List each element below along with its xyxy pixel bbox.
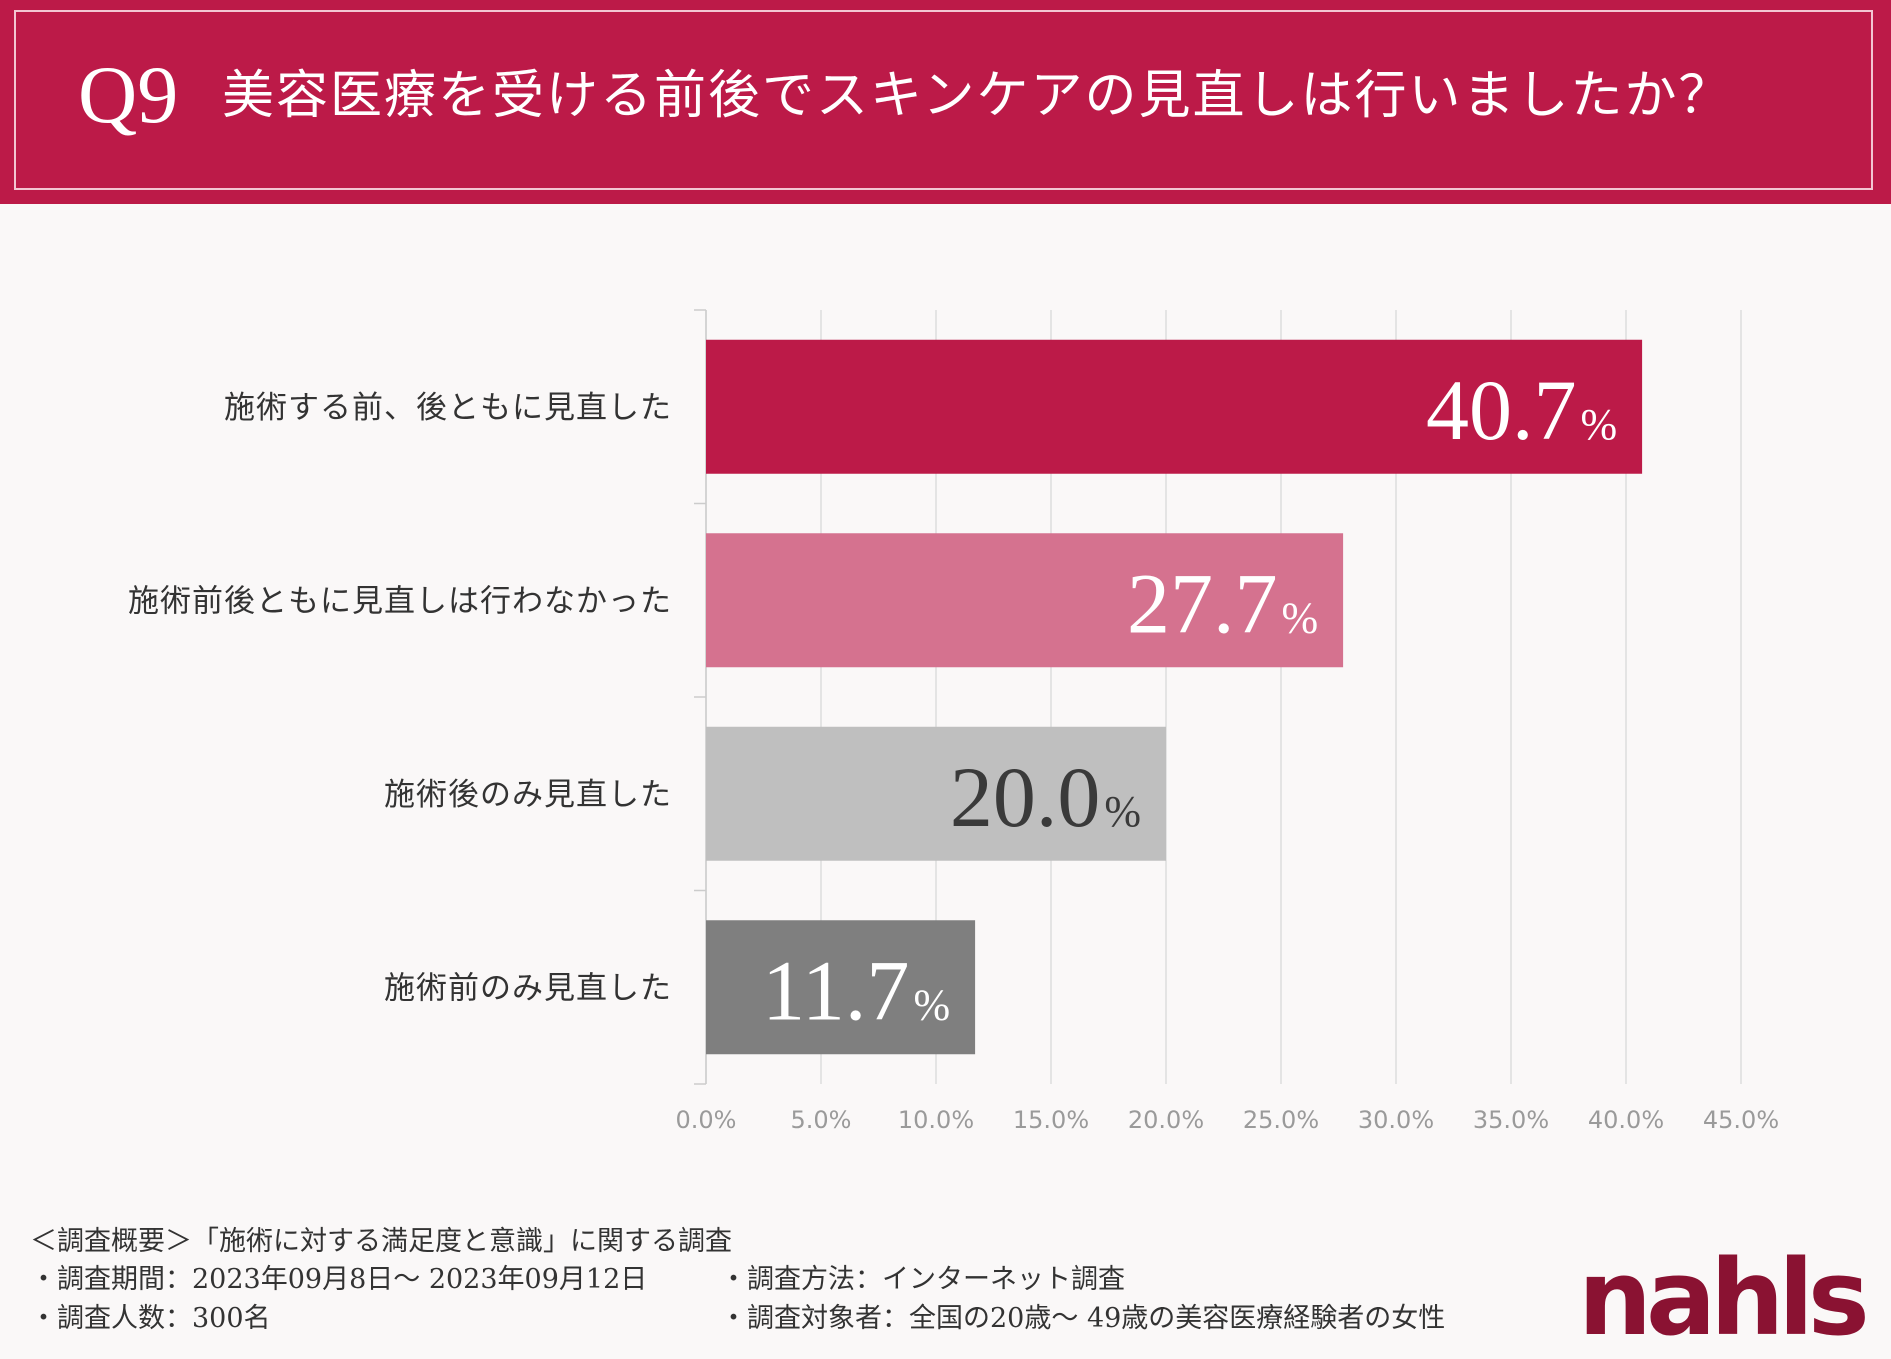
bar-chart: 0.0% 5.0% 10.0% 15.0% 20.0% 25.0% 30.0% 35.0% 40… [128, 309, 1779, 1134]
category-label: 施術前後ともに見直しは行わなかった [128, 583, 672, 619]
x-tick-label: 5.0% [791, 1106, 852, 1134]
x-tick-label: 40.0% [1588, 1106, 1664, 1134]
nahls-logo: nahls [1578, 1237, 1870, 1359]
value-label: 20.0% [950, 749, 1141, 845]
x-tick-label: 30.0% [1358, 1106, 1434, 1134]
category-label: 施術後のみ見直した [384, 777, 672, 813]
survey-period: ・調査期間：2023年09月8日～ 2023年09月12日 [30, 1264, 648, 1295]
bar [706, 920, 976, 1055]
x-tick-label: 35.0% [1473, 1106, 1549, 1134]
bar [706, 726, 1166, 861]
header-frame [14, 10, 1873, 190]
survey-method: ・調査方法：インターネット調査 [720, 1264, 1125, 1295]
category-label: 施術前のみ見直した [384, 970, 672, 1006]
bar [706, 339, 1643, 474]
question-title: 美容医療を受ける前後でスキンケアの見直しは行いましたか？ [222, 66, 1733, 126]
x-tick-label: 25.0% [1243, 1106, 1319, 1134]
x-tick-label: 10.0% [898, 1106, 974, 1134]
value-label: 11.7% [762, 942, 950, 1038]
x-tick-label: 45.0% [1703, 1106, 1779, 1134]
category-label: 施術する前、後ともに見直した [224, 390, 672, 426]
x-tick-label: 15.0% [1013, 1106, 1089, 1134]
bar [706, 533, 1344, 668]
survey-count: ・調査人数：300名 [30, 1303, 271, 1334]
value-label: 40.7% [1426, 362, 1617, 458]
x-tick-label: 20.0% [1128, 1106, 1204, 1134]
header-banner: Q9 美容医療を受ける前後でスキンケアの見直しは行いましたか？ [0, 0, 1891, 204]
x-tick-label: 0.0% [676, 1106, 737, 1134]
question-number: Q9 [78, 49, 179, 140]
survey-summary: ＜調査概要＞「施術に対する満足度と意識」に関する調査 [30, 1226, 732, 1257]
value-label: 27.7% [1127, 555, 1318, 651]
survey-target: ・調査対象者：全国の20歳～ 49歳の美容医療経験者の女性 [720, 1303, 1446, 1334]
